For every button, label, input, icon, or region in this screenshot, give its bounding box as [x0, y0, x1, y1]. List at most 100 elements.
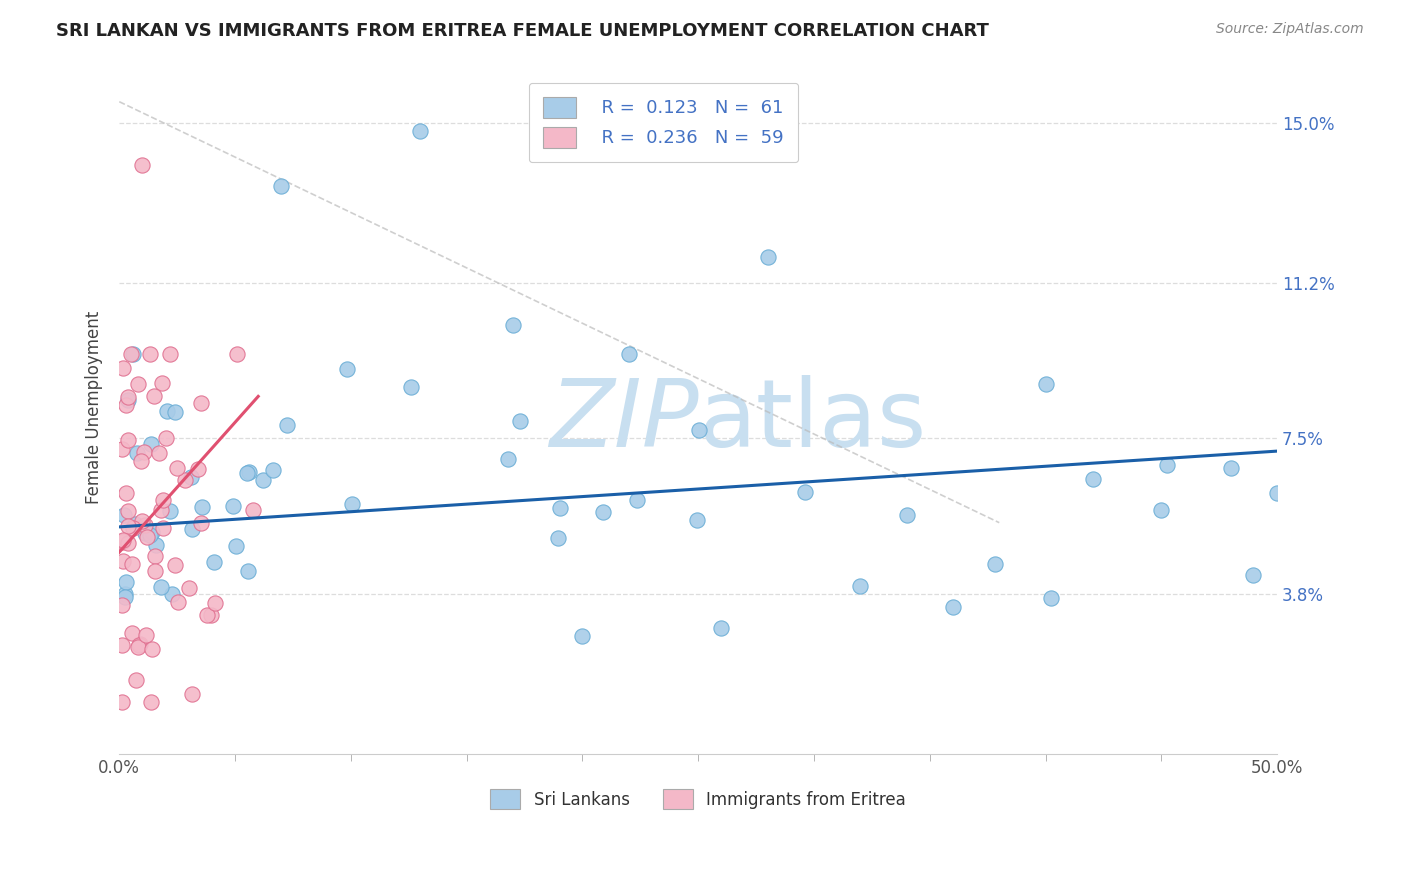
Text: SRI LANKAN VS IMMIGRANTS FROM ERITREA FEMALE UNEMPLOYMENT CORRELATION CHART: SRI LANKAN VS IMMIGRANTS FROM ERITREA FE…	[56, 22, 988, 40]
Point	[592, 505, 614, 519]
Point	[180, 470, 202, 484]
Point	[115, 486, 138, 500]
Point	[121, 557, 143, 571]
Point	[686, 514, 709, 528]
Point	[145, 538, 167, 552]
Point	[134, 518, 156, 533]
Point	[114, 575, 136, 590]
Point	[117, 504, 139, 518]
Text: ZIP: ZIP	[548, 376, 699, 467]
Point	[242, 502, 264, 516]
Point	[145, 549, 167, 564]
Point	[181, 522, 204, 536]
Point	[138, 347, 160, 361]
Text: atlas: atlas	[699, 375, 927, 467]
Point	[139, 694, 162, 708]
Point	[122, 521, 145, 535]
Point	[124, 516, 146, 531]
Point	[139, 528, 162, 542]
Point	[1241, 568, 1264, 582]
Point	[141, 642, 163, 657]
Point	[110, 535, 132, 549]
Point	[1035, 376, 1057, 391]
Point	[849, 579, 872, 593]
Point	[1219, 461, 1241, 475]
Point	[112, 508, 135, 523]
Point	[111, 533, 134, 547]
Y-axis label: Female Unemployment: Female Unemployment	[86, 310, 103, 503]
Legend: Sri Lankans, Immigrants from Eritrea: Sri Lankans, Immigrants from Eritrea	[484, 783, 912, 815]
Point	[547, 531, 569, 545]
Point	[148, 445, 170, 459]
Point	[141, 524, 163, 539]
Point	[235, 466, 257, 480]
Point	[117, 535, 139, 549]
Point	[187, 462, 209, 476]
Point	[1265, 486, 1288, 500]
Point	[135, 628, 157, 642]
Point	[132, 445, 155, 459]
Point	[159, 347, 181, 361]
Point	[127, 446, 149, 460]
Point	[134, 526, 156, 541]
Point	[131, 514, 153, 528]
Point	[509, 414, 531, 428]
Point	[342, 496, 364, 510]
Point	[111, 533, 134, 548]
Point	[111, 361, 134, 376]
Point	[190, 516, 212, 531]
Point	[195, 607, 218, 622]
Point	[129, 636, 152, 650]
Point	[204, 596, 226, 610]
Point	[143, 564, 166, 578]
Point	[502, 318, 524, 332]
Point	[129, 453, 152, 467]
Point	[262, 463, 284, 477]
Point	[1040, 591, 1063, 606]
Point	[131, 158, 153, 172]
Point	[117, 518, 139, 533]
Point	[117, 390, 139, 404]
Point	[152, 493, 174, 508]
Point	[1156, 458, 1178, 472]
Point	[143, 389, 166, 403]
Point	[125, 673, 148, 687]
Point	[204, 555, 226, 569]
Point	[156, 404, 179, 418]
Point	[159, 504, 181, 518]
Point	[110, 695, 132, 709]
Point	[114, 591, 136, 605]
Point	[226, 347, 249, 361]
Point	[150, 376, 173, 391]
Point	[181, 688, 204, 702]
Point	[167, 595, 190, 609]
Point	[225, 539, 247, 553]
Point	[238, 465, 260, 479]
Point	[200, 607, 222, 622]
Point	[617, 347, 640, 361]
Point	[110, 598, 132, 612]
Point	[117, 392, 139, 407]
Text: Source: ZipAtlas.com: Source: ZipAtlas.com	[1216, 22, 1364, 37]
Point	[120, 347, 142, 361]
Point	[127, 376, 149, 391]
Point	[984, 557, 1007, 571]
Point	[128, 638, 150, 652]
Point	[942, 599, 965, 614]
Point	[152, 521, 174, 535]
Point	[122, 347, 145, 361]
Point	[114, 398, 136, 412]
Point	[571, 629, 593, 643]
Point	[110, 638, 132, 652]
Point	[496, 452, 519, 467]
Point	[160, 587, 183, 601]
Point	[409, 124, 432, 138]
Point	[117, 433, 139, 447]
Point	[236, 564, 259, 578]
Point	[252, 473, 274, 487]
Point	[177, 581, 200, 595]
Point	[710, 621, 733, 635]
Point	[166, 461, 188, 475]
Point	[150, 581, 173, 595]
Point	[1150, 503, 1173, 517]
